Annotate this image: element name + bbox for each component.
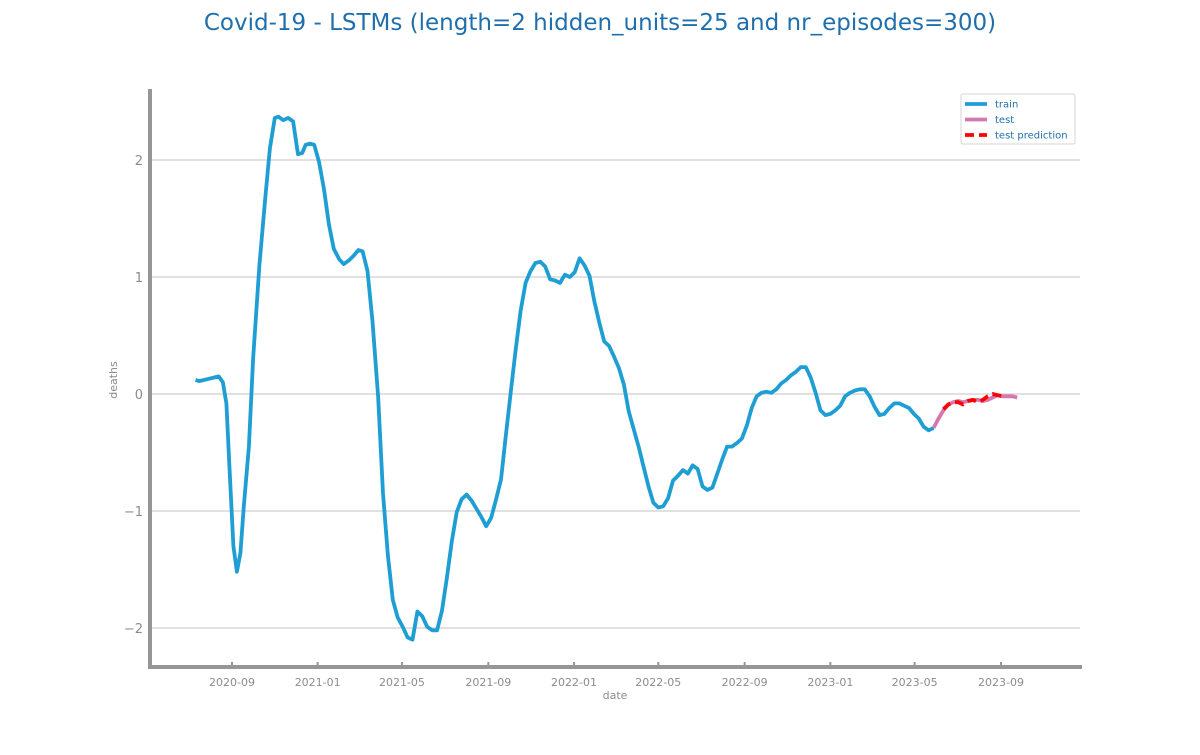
- legend-label: train: [995, 100, 1018, 111]
- y-tick-label: 2: [135, 154, 143, 169]
- legend-label: test: [995, 115, 1014, 126]
- x-tick-label: 2020-09: [209, 676, 255, 689]
- y-tick-label: −1: [124, 505, 143, 520]
- x-axis-label: date: [603, 689, 628, 702]
- series-line-test-prediction: [942, 392, 1003, 411]
- x-tick-label: 2022-05: [635, 676, 681, 689]
- legend-label: test prediction: [995, 131, 1068, 142]
- y-tick-label: 0: [135, 388, 143, 403]
- y-tick-label: −2: [124, 622, 143, 637]
- x-tick-label: 2022-01: [551, 676, 597, 689]
- x-tick-label: 2023-09: [978, 676, 1024, 689]
- y-tick-label: 1: [135, 271, 143, 286]
- x-tick-label: 2021-05: [379, 676, 425, 689]
- x-tick-label: 2023-01: [807, 676, 853, 689]
- chart-title: Covid-19 - LSTMs (length=2 hidden_units=…: [203, 10, 997, 36]
- series-line-train: [194, 114, 935, 642]
- y-axis-label: deaths: [107, 361, 120, 399]
- x-tick-label: 2021-01: [295, 676, 341, 689]
- legend-box: [960, 93, 1076, 145]
- x-tick-label: 2021-09: [465, 676, 511, 689]
- x-tick-label: 2022-09: [722, 676, 768, 689]
- x-tick-label: 2023-05: [892, 676, 938, 689]
